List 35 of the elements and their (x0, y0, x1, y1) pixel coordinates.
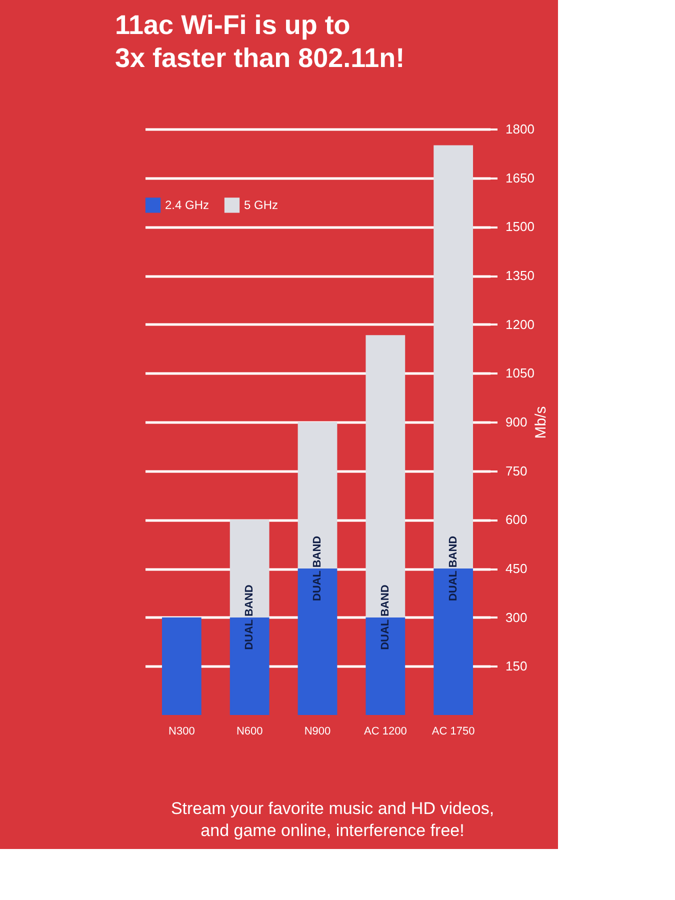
x-tick-label: AC 1200 (364, 726, 407, 738)
y-axis-title: Mb/s (532, 406, 550, 439)
y-tick-label: 1650 (506, 170, 534, 186)
y-tick-label: 900 (506, 414, 528, 430)
bar (230, 617, 270, 715)
x-tick-label: AC 1750 (432, 726, 475, 738)
annotation: DUAL BAND (447, 536, 460, 602)
bar (434, 145, 474, 568)
bar (366, 617, 406, 715)
y-tick-label: 450 (506, 561, 528, 576)
y-tick-label: 1800 (506, 122, 534, 136)
x-tick-label: N300 (168, 726, 195, 738)
y-tick-label: 150 (506, 658, 528, 674)
y-tick-label: 300 (506, 610, 528, 625)
y-tick-label: 1050 (506, 366, 534, 381)
bar (298, 422, 338, 568)
bar (162, 617, 202, 715)
bar (230, 520, 270, 618)
annotation: DUAL BAND (379, 584, 392, 650)
x-tick-label: N600 (236, 726, 263, 738)
y-tick-label: 600 (506, 512, 528, 528)
legend-label: 5 GHz (244, 198, 278, 212)
x-tick-label: N900 (304, 726, 331, 738)
annotation: DUAL BAND (312, 536, 324, 602)
legend-label: 2.4 GHz (165, 198, 210, 212)
y-tick-label: 1350 (506, 268, 534, 283)
bar (298, 568, 338, 715)
annotation: DUAL BAND (244, 584, 256, 650)
chart-title: 11ac Wi-Fi is up to 3x faster than 802.11n! (115, 10, 405, 73)
y-tick-label: 1200 (506, 316, 534, 332)
text: Stream your favorite music and HD videos, and game online, interference free! (170, 799, 494, 840)
y-tick-label: 750 (506, 463, 528, 478)
y-tick-label: 1500 (506, 219, 534, 234)
bar (366, 335, 406, 618)
bar (434, 568, 474, 715)
